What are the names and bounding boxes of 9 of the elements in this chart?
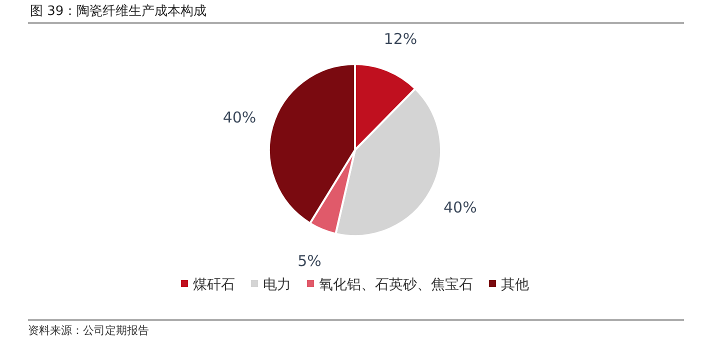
data-label: 12% — [384, 30, 418, 48]
data-label: 40% — [222, 108, 256, 126]
legend-label: 煤矸石 — [193, 277, 235, 293]
legend-label: 其他 — [501, 277, 529, 293]
legend-label: 电力 — [263, 277, 291, 293]
data-label: 40% — [444, 198, 477, 217]
data-label: 5% — [298, 252, 322, 270]
chart-title: 图 39：陶瓷纤维生产成本构成 — [30, 4, 207, 19]
text: 资料来源：公司定期报告 — [28, 324, 149, 337]
